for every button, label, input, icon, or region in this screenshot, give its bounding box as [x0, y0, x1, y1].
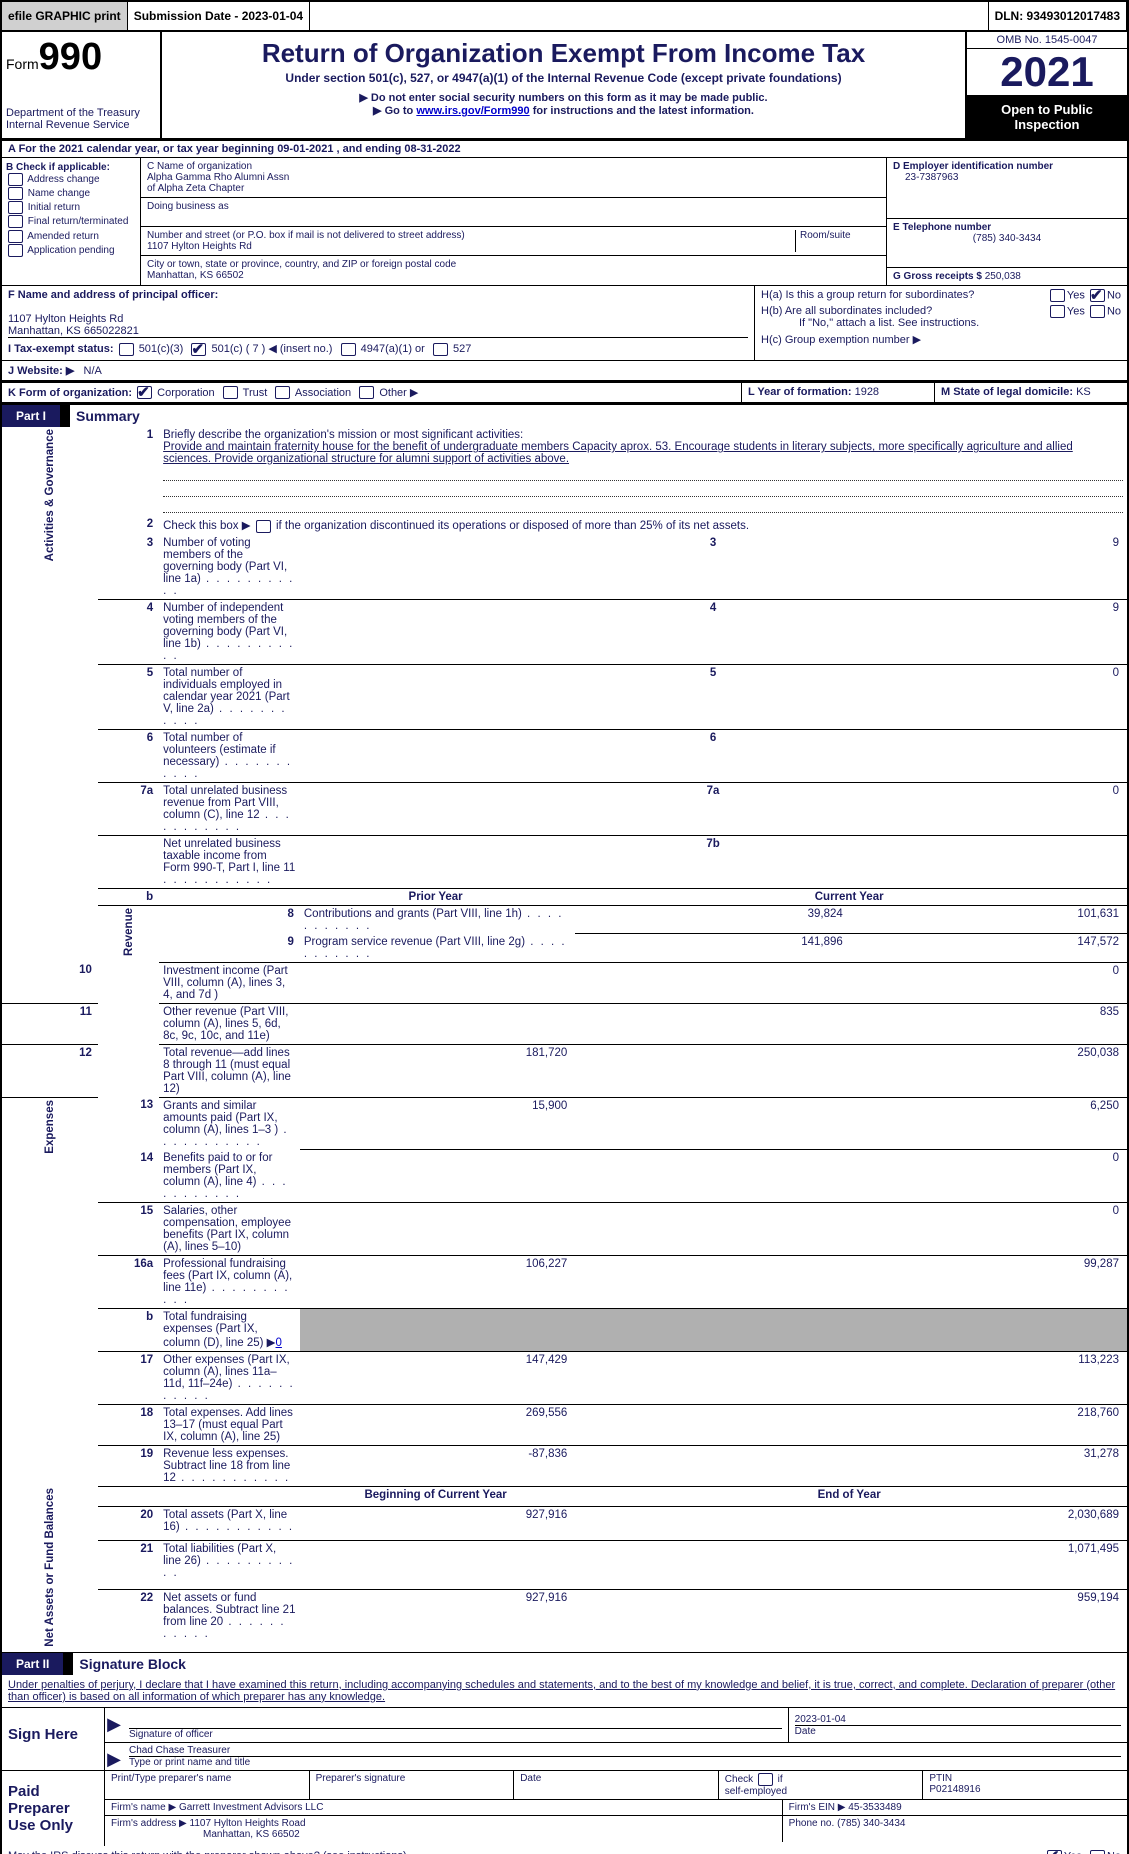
box-c: C Name of organization Alpha Gamma Rho A…: [141, 158, 887, 285]
submission-date: Submission Date - 2023-01-04: [128, 2, 310, 30]
part2-header: Part II Signature Block: [0, 1653, 1129, 1675]
dept-label: Department of the Treasury Internal Reve…: [6, 107, 156, 131]
row-a-period: A For the 2021 calendar year, or tax yea…: [0, 141, 1129, 158]
row-j: J Website: ▶ N/A: [0, 361, 1129, 383]
row-klm: K Form of organization: Corporation Trus…: [0, 383, 1129, 406]
part1-table: Activities & Governance 1 Briefly descri…: [0, 427, 1129, 1653]
fundraising-link[interactable]: 0: [276, 1337, 282, 1349]
form-label: Form990: [6, 36, 156, 79]
form-title: Return of Organization Exempt From Incom…: [166, 38, 961, 69]
form-header: Form990 Department of the Treasury Inter…: [0, 32, 1129, 141]
sign-here-label: Sign Here: [2, 1708, 105, 1770]
box-d: D Employer identification number 23-7387…: [887, 158, 1127, 285]
form990-link[interactable]: www.irs.gov/Form990: [416, 105, 529, 117]
paid-preparer-label: Paid Preparer Use Only: [2, 1771, 105, 1846]
efile-print-button[interactable]: efile GRAPHIC print: [2, 2, 128, 30]
tab-netassets: Net Assets or Fund Balances: [1, 1486, 98, 1652]
entity-block: B Check if applicable: Address change Na…: [0, 158, 1129, 286]
omb-number: OMB No. 1545-0047: [967, 32, 1127, 49]
tab-activities: Activities & Governance: [1, 427, 98, 962]
open-inspection: Open to Public Inspection: [967, 96, 1127, 138]
link-note: ▶ Go to www.irs.gov/Form990 for instruct…: [166, 104, 961, 117]
ssn-note: ▶ Do not enter social security numbers o…: [166, 91, 961, 104]
tab-expenses: Expenses: [1, 1097, 98, 1486]
top-bar: efile GRAPHIC print Submission Date - 20…: [0, 0, 1129, 32]
part1-header: Part I Summary: [0, 405, 1129, 427]
signature-block: Under penalties of perjury, I declare th…: [0, 1675, 1129, 1854]
form-subtitle: Under section 501(c), 527, or 4947(a)(1)…: [166, 71, 961, 85]
tax-year: 2021: [967, 49, 1127, 96]
tab-revenue: Revenue: [98, 905, 159, 1097]
box-b: B Check if applicable: Address change Na…: [2, 158, 141, 285]
dln: DLN: 93493012017483: [988, 2, 1127, 30]
row-fh: F Name and address of principal officer:…: [0, 286, 1129, 361]
